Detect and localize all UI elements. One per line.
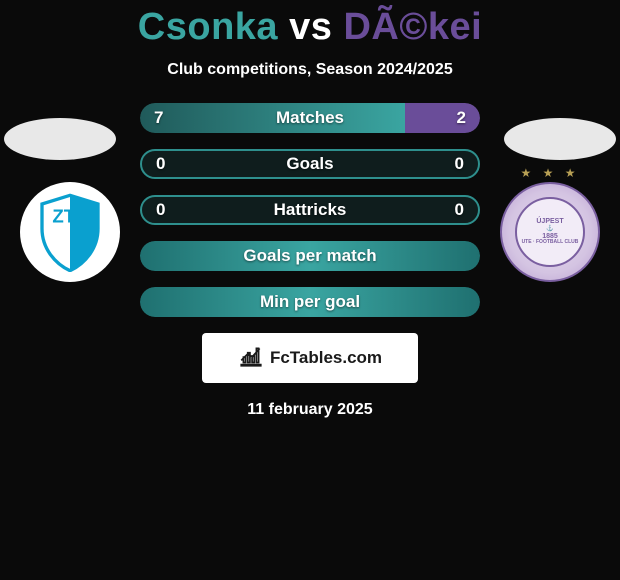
stat-value-right: 0 — [455, 154, 464, 174]
club-left-code: ZTE — [52, 206, 87, 227]
stat-value-right: 2 — [457, 108, 466, 128]
watermark-text: FcTables.com — [270, 348, 382, 368]
club-logo-right: ★ ★ ★ ÚJPEST ⚓ 1885 UTE · FOOTBALL CLUB — [500, 182, 600, 282]
stat-row: Matches7 2 — [140, 103, 480, 133]
title-block: Csonka vs DÃ©kei — [0, 0, 620, 49]
club-logo-left: ZTE — [20, 182, 120, 282]
stat-row: Goals per match — [140, 241, 480, 271]
club-right-bottom: UTE · FOOTBALL CLUB — [522, 240, 579, 246]
title-right-name: DÃ©kei — [343, 6, 482, 48]
page-title: Csonka vs DÃ©kei — [0, 6, 620, 49]
chart-icon — [238, 343, 264, 374]
date-line: 11 february 2025 — [0, 401, 620, 419]
stars-icon: ★ ★ ★ — [521, 166, 580, 180]
player-head-right — [504, 118, 616, 160]
stat-value-left: 7 — [154, 108, 163, 128]
stat-label: Matches — [140, 108, 480, 128]
stat-label: Hattricks — [142, 200, 478, 220]
club-right-top: ÚJPEST — [522, 218, 579, 226]
stat-value-right: 0 — [455, 200, 464, 220]
stat-value-left: 0 — [156, 200, 165, 220]
club-right-inner: ÚJPEST ⚓ 1885 UTE · FOOTBALL CLUB — [515, 197, 585, 267]
stat-value-left: 0 — [156, 154, 165, 174]
title-left-name: Csonka — [138, 6, 278, 48]
stat-row: Goals0 0 — [140, 149, 480, 179]
title-vs: vs — [278, 6, 343, 48]
stat-row: Hattricks0 0 — [140, 195, 480, 225]
stat-label: Goals per match — [140, 246, 480, 266]
stats-container: Matches72Goals00Hattricks00Goals per mat… — [140, 103, 480, 317]
stat-row: Min per goal — [140, 287, 480, 317]
stat-label: Min per goal — [140, 292, 480, 312]
watermark: FcTables.com — [202, 333, 418, 383]
anchor-icon: ⚓ — [522, 226, 579, 233]
player-head-left — [4, 118, 116, 160]
zte-shield-icon: ZTE — [30, 192, 110, 272]
subtitle: Club competitions, Season 2024/2025 — [0, 61, 620, 79]
stat-label: Goals — [142, 154, 478, 174]
club-right-text: ÚJPEST ⚓ 1885 UTE · FOOTBALL CLUB — [522, 218, 579, 245]
